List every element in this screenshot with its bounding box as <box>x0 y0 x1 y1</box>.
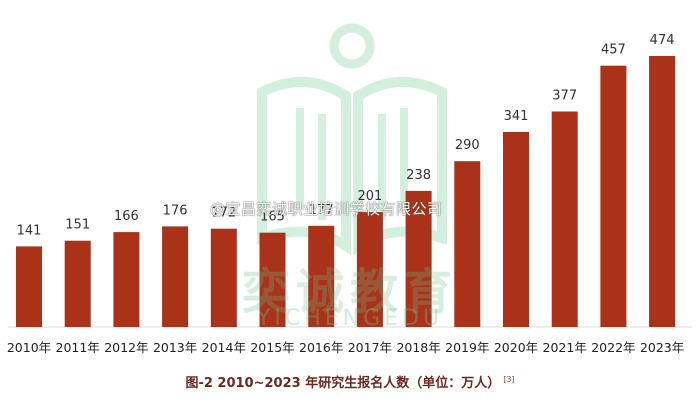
data-label-2019年: 290 <box>455 138 480 153</box>
x-tick-label-2021年: 2021年 <box>543 340 587 355</box>
x-tick-label-2020年: 2020年 <box>494 340 538 355</box>
watermark-brand-latin: YICHENGEDU <box>256 306 444 331</box>
data-label-2013年: 176 <box>163 203 188 218</box>
bar-2021年 <box>551 111 578 327</box>
data-label-2012年: 166 <box>114 209 139 224</box>
x-tick-label-2022年: 2022年 <box>591 340 635 355</box>
bar-2016年 <box>308 225 335 327</box>
chart-title: 图-2 2010~2023 年研究生报名人数（单位：万人） <box>185 376 501 391</box>
data-label-2017年: 201 <box>357 189 382 204</box>
x-tick-label-2015年: 2015年 <box>250 340 294 355</box>
x-tick-label-2018年: 2018年 <box>396 340 440 355</box>
bar-2012年 <box>113 232 140 327</box>
bar-2018年 <box>405 190 432 327</box>
watermark-brand-cjk: 奕诚教育 <box>241 264 458 320</box>
bar-2015年 <box>259 232 286 327</box>
x-tick-label-2017年: 2017年 <box>348 340 392 355</box>
data-label-2023年: 474 <box>650 33 675 48</box>
bar-2013年 <box>162 226 189 327</box>
data-label-2021年: 377 <box>552 89 577 104</box>
data-label-2015年: 165 <box>260 210 285 225</box>
x-tick-label-2010年: 2010年 <box>7 340 51 355</box>
bar-2014年 <box>210 228 237 327</box>
data-label-2011年: 151 <box>65 218 90 233</box>
bar-2020年 <box>503 132 529 327</box>
bar-2023年 <box>649 56 676 327</box>
bar-2019年 <box>454 161 481 327</box>
chart-title-reference: [3] <box>503 374 515 384</box>
watermark-weibo: @宜昌奕诚职业培训学校有限公司 <box>210 200 443 218</box>
data-label-2014年: 172 <box>211 206 236 221</box>
bar-2011年 <box>64 240 91 327</box>
x-tick-label-2013年: 2013年 <box>153 340 197 355</box>
x-tick-label-2023年: 2023年 <box>640 340 684 355</box>
x-tick-label-2012年: 2012年 <box>104 340 148 355</box>
data-label-2022年: 457 <box>601 43 626 58</box>
data-label-2016年: 177 <box>309 203 334 218</box>
bar-2010年 <box>16 246 42 327</box>
bar-2022年 <box>600 65 627 327</box>
data-label-2010年: 141 <box>17 223 42 238</box>
chart-caption: 图-2 2010~2023 年研究生报名人数（单位：万人） [3] <box>0 372 700 391</box>
x-tick-label-2014年: 2014年 <box>202 340 246 355</box>
data-label-2020年: 341 <box>504 109 529 124</box>
data-label-2018年: 238 <box>406 168 431 183</box>
x-tick-label-2019年: 2019年 <box>445 340 489 355</box>
bar-2017年 <box>356 212 383 327</box>
x-tick-label-2016年: 2016年 <box>299 340 343 355</box>
x-tick-label-2011年: 2011年 <box>56 340 100 355</box>
